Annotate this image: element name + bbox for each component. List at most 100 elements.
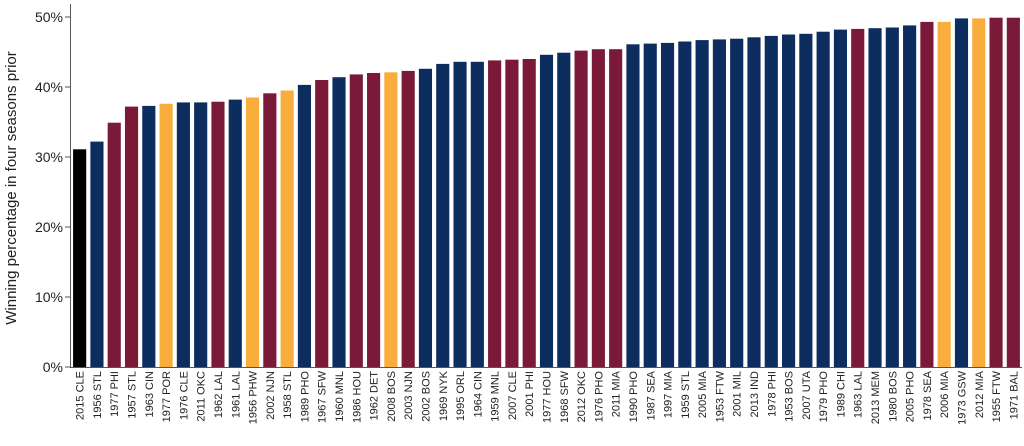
x-category-label: 1976 PHO bbox=[593, 371, 605, 423]
x-category-label: 1995 ORL bbox=[455, 371, 467, 421]
x-category-label: 1976 CLE bbox=[178, 371, 190, 420]
bar bbox=[107, 122, 121, 367]
bar bbox=[436, 63, 450, 368]
bar bbox=[989, 17, 1003, 367]
bar bbox=[522, 59, 536, 367]
x-category-label: 1960 MNL bbox=[334, 371, 346, 422]
x-category-label: 1953 FTW bbox=[714, 370, 726, 422]
x-category-label: 2012 OKC bbox=[576, 371, 588, 422]
bar bbox=[782, 34, 796, 367]
x-category-label: 1978 SEA bbox=[922, 370, 934, 420]
bar bbox=[488, 60, 502, 368]
x-category-label: 1958 STL bbox=[282, 371, 294, 419]
x-category-label: 2005 PHO bbox=[905, 371, 917, 423]
x-category-label: 2011 OKC bbox=[196, 371, 208, 422]
x-category-label: 1977 POR bbox=[161, 371, 173, 422]
axes bbox=[70, 4, 1022, 368]
bar bbox=[263, 93, 277, 368]
bar bbox=[799, 33, 813, 368]
x-category-label: 1971 BAL bbox=[1008, 371, 1020, 419]
x-category-label: 1980 BOS bbox=[887, 371, 899, 422]
bar bbox=[626, 44, 640, 368]
bar bbox=[678, 41, 692, 367]
x-category-label: 2006 MIA bbox=[939, 370, 951, 418]
bar bbox=[954, 18, 969, 368]
bar bbox=[972, 18, 986, 368]
bar bbox=[384, 72, 398, 368]
bar bbox=[90, 141, 104, 367]
bar bbox=[332, 77, 346, 367]
bar bbox=[833, 29, 848, 367]
bar bbox=[539, 54, 554, 368]
bar bbox=[453, 61, 467, 368]
x-category-label: 2002 BOS bbox=[420, 371, 432, 422]
bar bbox=[211, 101, 225, 367]
x-category-label: 1978 PHI bbox=[766, 371, 778, 417]
x-category-label: 1961 LAL bbox=[230, 371, 242, 418]
bar bbox=[557, 52, 571, 367]
bar bbox=[245, 97, 260, 367]
x-category-label: 1962 LAL bbox=[213, 371, 225, 418]
y-axis-ticks: 0% 10% 20% 30% 40% 50% bbox=[35, 9, 71, 375]
bar bbox=[176, 102, 190, 368]
bar bbox=[1006, 17, 1020, 367]
bar bbox=[920, 21, 934, 368]
bar bbox=[885, 27, 899, 367]
x-category-label: 1956 STL bbox=[92, 371, 104, 419]
x-category-label: 2015 CLE bbox=[75, 371, 87, 420]
x-category-label: 1990 PHO bbox=[628, 371, 640, 423]
x-category-label: 1997 MIA bbox=[663, 370, 675, 418]
x-category-label: 1955 FTW bbox=[991, 370, 1003, 422]
bar bbox=[764, 35, 778, 368]
bar bbox=[297, 84, 311, 368]
bar bbox=[747, 37, 761, 368]
x-category-label: 2007 CLE bbox=[507, 371, 519, 420]
x-category-label: 2011 MIA bbox=[611, 370, 623, 417]
x-category-label: 2003 NJN bbox=[403, 371, 415, 420]
bar bbox=[816, 31, 830, 367]
bar bbox=[505, 59, 519, 367]
bar bbox=[868, 28, 882, 367]
bar bbox=[609, 49, 623, 367]
bar bbox=[712, 39, 726, 368]
bar bbox=[903, 25, 917, 368]
bar bbox=[643, 43, 657, 367]
bar bbox=[228, 99, 242, 367]
x-category-label: 1956 PHW bbox=[248, 370, 260, 424]
bar bbox=[851, 28, 865, 368]
bar bbox=[591, 49, 605, 367]
bar-series bbox=[73, 17, 1020, 368]
bar bbox=[194, 102, 208, 368]
bar bbox=[574, 50, 588, 367]
bar bbox=[470, 61, 484, 368]
x-category-label: 2007 UTA bbox=[801, 370, 813, 419]
y-axis-title: Winning percentage in four seasons prior bbox=[3, 51, 20, 325]
y-tick-label: 40% bbox=[35, 79, 63, 95]
x-category-label: 1959 STL bbox=[680, 371, 692, 419]
y-tick-label: 0% bbox=[43, 359, 63, 375]
x-category-label: 1969 NYK bbox=[438, 370, 450, 421]
x-category-label: 1957 STL bbox=[127, 371, 139, 419]
bar bbox=[142, 105, 156, 368]
bar bbox=[695, 40, 709, 367]
x-category-label: 2008 BOS bbox=[386, 371, 398, 422]
x-category-label: 1989 PHO bbox=[299, 371, 311, 423]
x-category-label: 2012 MIA bbox=[974, 370, 986, 418]
bar bbox=[660, 42, 675, 368]
bar bbox=[401, 70, 415, 368]
bar bbox=[280, 90, 294, 367]
y-tick-label: 10% bbox=[35, 289, 63, 305]
bar bbox=[730, 38, 744, 367]
bar bbox=[418, 68, 433, 368]
y-tick-label: 20% bbox=[35, 219, 63, 235]
x-category-label: 1959 MNL bbox=[490, 371, 502, 422]
bar bbox=[73, 149, 87, 367]
x-category-label: 1977 PHI bbox=[109, 371, 121, 417]
x-category-label: 2005 MIA bbox=[697, 370, 709, 418]
x-category-label: 1989 CHI bbox=[835, 371, 847, 417]
x-category-label: 2013 IND bbox=[749, 371, 761, 418]
x-category-label: 1963 LAL bbox=[853, 371, 865, 418]
x-category-label: 1986 HOU bbox=[351, 371, 363, 423]
x-category-label: 1973 GSW bbox=[956, 370, 968, 424]
